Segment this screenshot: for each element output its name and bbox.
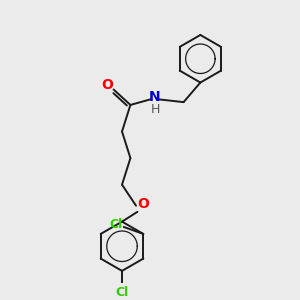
Text: H: H: [150, 103, 160, 116]
Text: O: O: [137, 197, 149, 211]
Text: Cl: Cl: [116, 286, 129, 299]
Text: O: O: [101, 78, 113, 92]
Text: N: N: [149, 90, 161, 104]
Text: Cl: Cl: [109, 218, 122, 231]
